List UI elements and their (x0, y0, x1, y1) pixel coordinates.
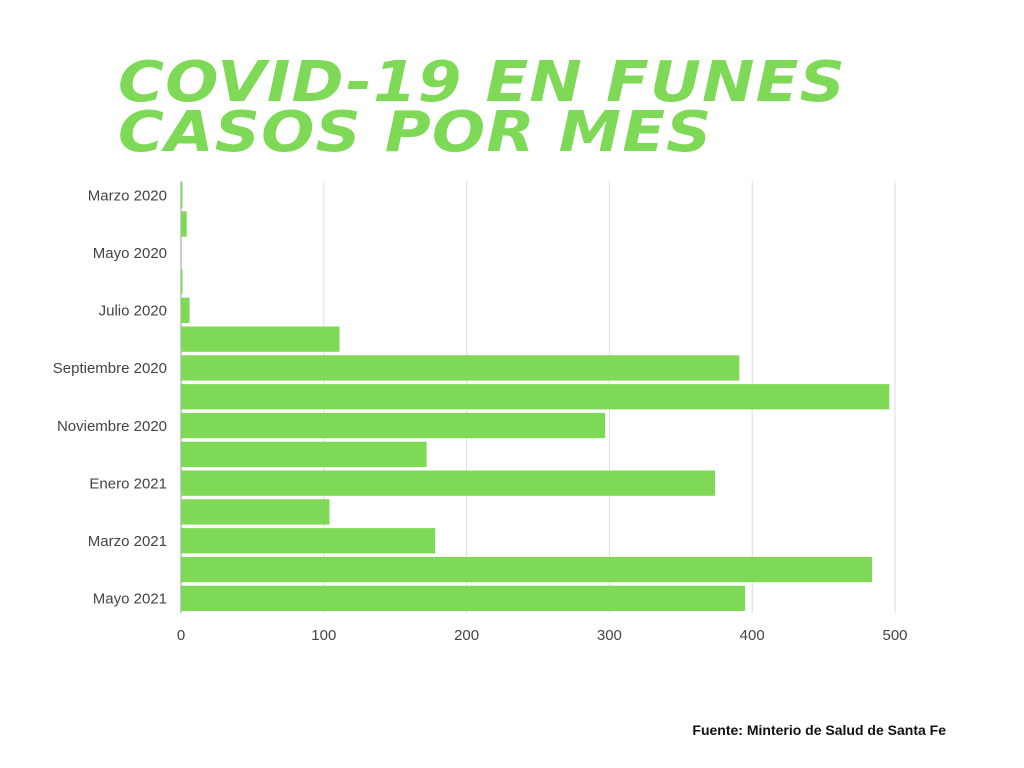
bar (181, 355, 740, 381)
bar (181, 499, 330, 525)
bar (181, 585, 746, 611)
bar (181, 211, 187, 237)
x-tick-label: 200 (454, 627, 479, 644)
title-line-1: COVID-19 EN FUNES (118, 50, 846, 115)
bar (181, 182, 183, 208)
source-note: Fuente: Minterio de Salud de Santa Fe (692, 722, 946, 738)
bar (181, 412, 606, 439)
x-tick-label: 500 (882, 627, 907, 644)
x-tick-label: 300 (597, 627, 622, 644)
chart-title: COVID-19 EN FUNES CASOS POR MES (118, 50, 846, 165)
x-tick-label: 0 (177, 627, 185, 644)
y-tick-label: Mayo 2021 (93, 591, 167, 608)
y-tick-label: Julio 2020 (99, 303, 167, 320)
bar (181, 470, 716, 496)
bar (181, 268, 183, 295)
y-tick-label: Enero 2021 (89, 475, 167, 492)
bar (181, 528, 436, 554)
title-line-2: CASOS POR MES (118, 100, 713, 165)
y-tick-label: Septiembre 2020 (53, 360, 167, 377)
x-tick-label: 400 (740, 627, 765, 644)
y-tick-label: Marzo 2020 (88, 187, 167, 204)
bar (181, 326, 340, 352)
x-tick-label: 100 (311, 627, 336, 644)
y-tick-label: Marzo 2021 (88, 533, 167, 550)
y-tick-label: Mayo 2020 (93, 245, 167, 262)
bar (181, 441, 427, 467)
y-tick-label: Noviembre 2020 (57, 418, 167, 435)
bar (181, 556, 873, 583)
bar (181, 297, 190, 323)
bar (181, 384, 890, 410)
